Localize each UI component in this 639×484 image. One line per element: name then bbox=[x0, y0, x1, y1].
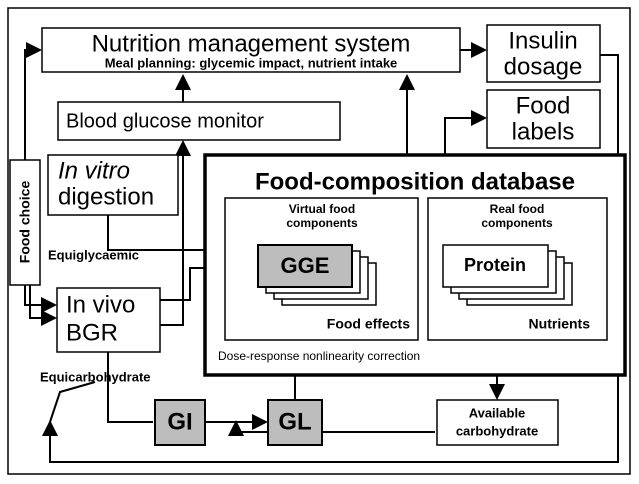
in-vitro-label: digestion bbox=[58, 183, 154, 210]
insulin-box bbox=[486, 24, 601, 83]
gi-label: GI bbox=[167, 408, 192, 435]
in-vivo-box bbox=[56, 287, 161, 353]
food-choice-box bbox=[9, 159, 41, 286]
database-title: Food-composition database bbox=[255, 168, 575, 195]
nutrients-label: Nutrients bbox=[529, 316, 591, 332]
available-carb-label: Available bbox=[469, 405, 526, 420]
frame bbox=[7, 7, 631, 475]
food-effects-label: Food effects bbox=[327, 316, 410, 332]
food-labels-label: Food bbox=[516, 92, 571, 119]
food-choice-label: Food choice bbox=[17, 181, 33, 264]
in-vivo-label: In vivo bbox=[66, 291, 135, 318]
real-label: Real food bbox=[490, 202, 545, 216]
monitor-box bbox=[57, 101, 341, 141]
monitor-label: Blood glucose monitor bbox=[66, 110, 264, 132]
nutrition-subtitle: Meal planning: glycemic impact, nutrient… bbox=[105, 55, 398, 70]
protein-box bbox=[442, 244, 549, 288]
available-carb-label: carbohydrate bbox=[456, 423, 538, 438]
in-vivo-label: BGR bbox=[66, 319, 118, 346]
gge-label: GGE bbox=[281, 253, 330, 278]
virtual-label: Virtual food bbox=[289, 202, 355, 216]
dose-response-label: Dose-response nonlinearity correction bbox=[218, 349, 420, 363]
gi-box bbox=[154, 399, 206, 446]
insulin-label: dosage bbox=[504, 53, 583, 80]
equicarbohydrate-label: Equicarbohydrate bbox=[40, 369, 151, 384]
nutrition-box bbox=[41, 27, 461, 73]
dose-bg bbox=[214, 346, 460, 368]
virtual-label: components bbox=[286, 216, 358, 230]
gl-box bbox=[267, 399, 323, 446]
nutrition-title: Nutrition management system bbox=[92, 30, 411, 57]
food-labels-box bbox=[486, 89, 601, 149]
gl-label: GL bbox=[278, 408, 311, 435]
insulin-label: Insulin bbox=[508, 27, 577, 54]
in-vitro-label: In vitro bbox=[58, 157, 130, 184]
available-carb-box bbox=[436, 399, 559, 446]
protein-label: Protein bbox=[464, 255, 526, 275]
equiglycaemic-label: Equiglycaemic bbox=[48, 247, 139, 262]
real-label: components bbox=[481, 216, 553, 230]
gge-box bbox=[257, 244, 353, 288]
food-labels-label: labels bbox=[512, 118, 575, 145]
in-vitro-box bbox=[47, 154, 179, 216]
